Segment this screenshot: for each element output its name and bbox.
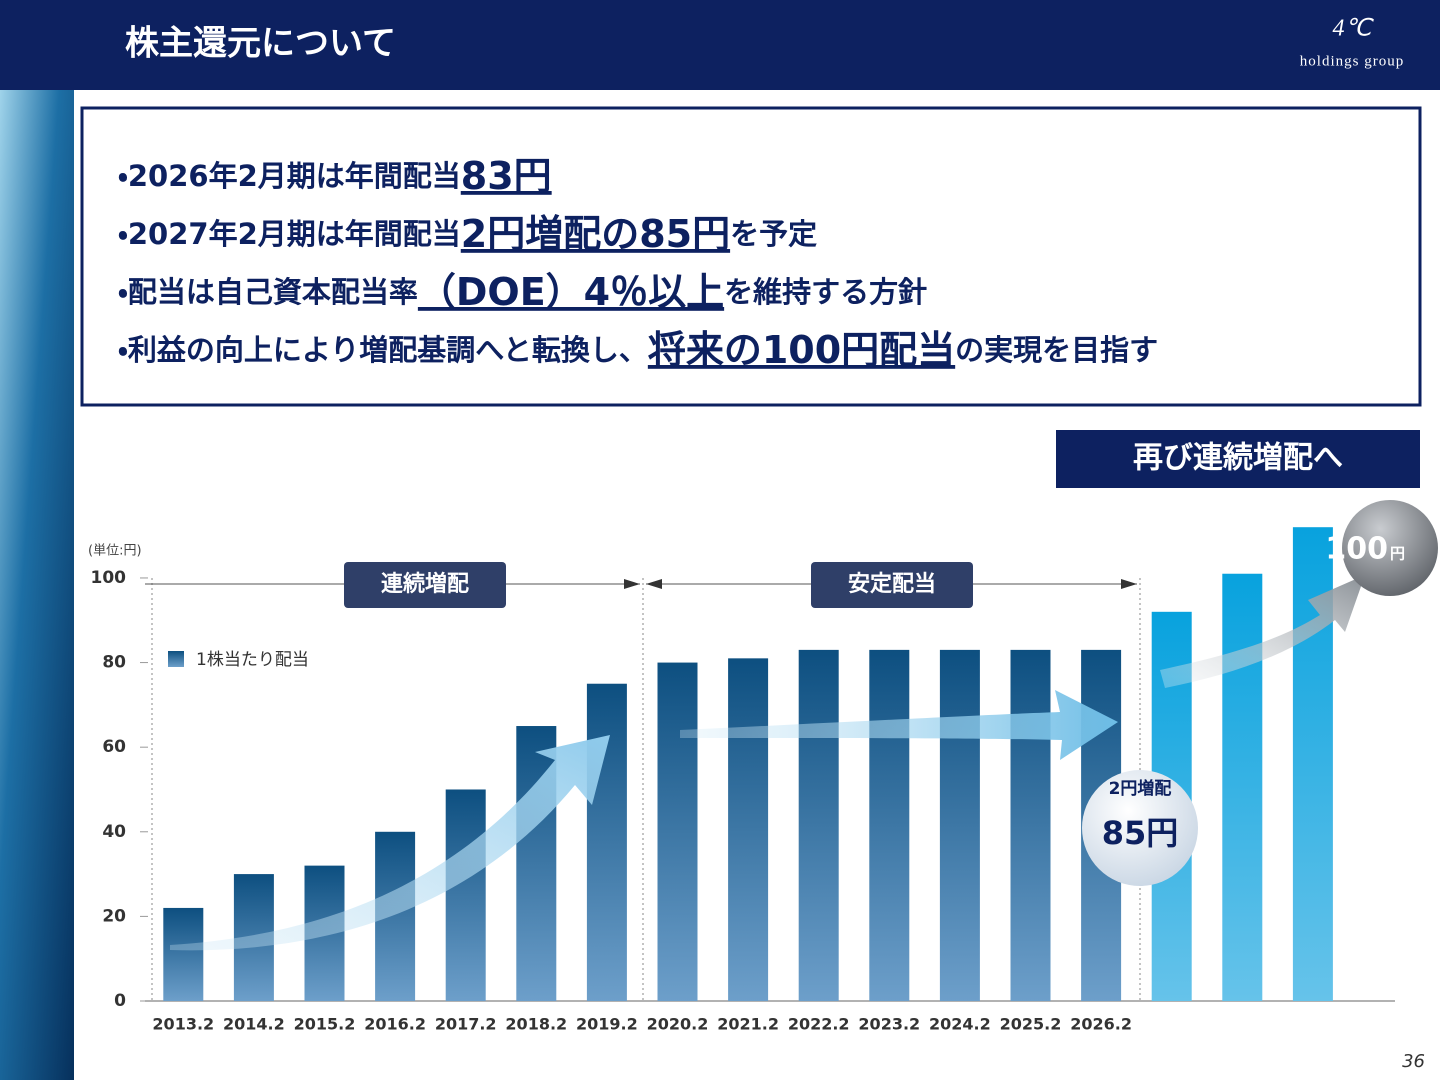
x-tick-label: 2013.2	[152, 1015, 214, 1034]
x-tick-label: 2021.2	[717, 1015, 779, 1034]
x-tick-label: 2026.2	[1070, 1015, 1132, 1034]
period-label: 安定配当	[848, 571, 936, 597]
x-tick-label: 2023.2	[858, 1015, 920, 1034]
bar	[869, 649, 910, 1001]
bar	[728, 658, 769, 1001]
x-tick-label: 2020.2	[647, 1015, 709, 1034]
y-tick-label: 60	[102, 737, 126, 757]
period-arrowhead	[624, 579, 640, 589]
x-tick-label: 2024.2	[929, 1015, 991, 1034]
bullet-text: ・配当は自己資本配当率	[118, 275, 418, 309]
callout-bubble	[1082, 770, 1198, 886]
x-tick-label: 2018.2	[505, 1015, 567, 1034]
background-sea	[0, 90, 74, 1080]
badge-text: 再び連続増配へ	[1133, 441, 1343, 476]
x-tick-label: 2019.2	[576, 1015, 638, 1034]
x-tick-label: 2017.2	[435, 1015, 497, 1034]
bar	[1010, 649, 1051, 1001]
bar	[798, 649, 839, 1001]
bullet: ・配当は自己資本配当率（DOE）4％以上を維持する方針	[118, 270, 927, 314]
bullet-emphasis: 83円	[461, 154, 552, 198]
bar	[163, 907, 204, 1001]
badge	[1056, 430, 1420, 488]
bullet-text: を維持する方針	[724, 275, 927, 309]
bullet-emphasis: （DOE）4％以上	[418, 270, 724, 314]
y-tick-label: 100	[91, 568, 127, 588]
x-tick-label: 2016.2	[364, 1015, 426, 1034]
period-label: 連続増配	[381, 571, 469, 597]
target-value: 100	[1325, 532, 1388, 567]
y-tick-label: 80	[102, 653, 126, 673]
target-bubble	[1342, 500, 1438, 596]
x-tick-label: 2022.2	[788, 1015, 850, 1034]
bullet: ・2027年2月期は年間配当2円増配の85円を予定	[118, 212, 817, 256]
bar	[657, 662, 698, 1001]
bullet-box	[80, 106, 1422, 407]
legend-label: 1株当たり配当	[196, 650, 309, 670]
bullet-text: の実現を目指す	[955, 333, 1158, 367]
y-tick-label: 20	[102, 906, 126, 926]
y-tick-label: 0	[114, 991, 126, 1011]
page-number: 36	[1402, 1051, 1425, 1072]
bullet: ・利益の向上により増配基調へと転換し、将来の100円配当の実現を目指す	[118, 328, 1158, 372]
legend-swatch	[168, 651, 184, 667]
bullet-text: ・2026年2月期は年間配当	[118, 159, 461, 193]
period-label-box	[344, 562, 506, 608]
bullet-emphasis: 2円増配の85円	[461, 212, 730, 256]
target-unit: 円	[1390, 545, 1405, 563]
bullet-text: を予定	[730, 217, 817, 251]
trend-arrow	[1160, 575, 1365, 688]
bullet-text: ・2027年2月期は年間配当	[118, 217, 461, 251]
unit-label: (単位:円)	[88, 543, 142, 559]
logo-mark: 4℃	[1333, 16, 1375, 42]
logo-text: holdings group	[1300, 53, 1404, 69]
trend-arrow	[170, 735, 610, 951]
trend-arrow	[680, 690, 1118, 760]
callout-value: 85円	[1102, 814, 1179, 852]
bullet-emphasis: 将来の100円配当	[648, 328, 955, 372]
period-label-box	[811, 562, 973, 608]
header-bar	[0, 0, 1440, 90]
bullet: ・2026年2月期は年間配当83円	[118, 154, 552, 198]
x-tick-label: 2014.2	[223, 1015, 285, 1034]
x-tick-label: 2015.2	[294, 1015, 356, 1034]
header-title: 株主還元について	[125, 24, 396, 64]
bar	[445, 789, 486, 1001]
y-tick-label: 40	[102, 822, 126, 842]
bullet-text: ・利益の向上により増配基調へと転換し、	[118, 333, 648, 367]
bar	[1222, 573, 1263, 1001]
bar	[939, 649, 980, 1001]
trend-arrows	[170, 500, 1438, 951]
bar	[586, 683, 627, 1001]
chart: (単位:円) 0 20 40 60 80 100 2013.2 2014.2 2015.2 2016…	[88, 527, 1395, 1034]
bullet-list: ・2026年2月期は年間配当83円・2027年2月期は年間配当2円増配の85円を…	[118, 154, 1158, 372]
x-tick-label: 2025.2	[1000, 1015, 1062, 1034]
callout-label: 2円増配	[1109, 778, 1172, 799]
